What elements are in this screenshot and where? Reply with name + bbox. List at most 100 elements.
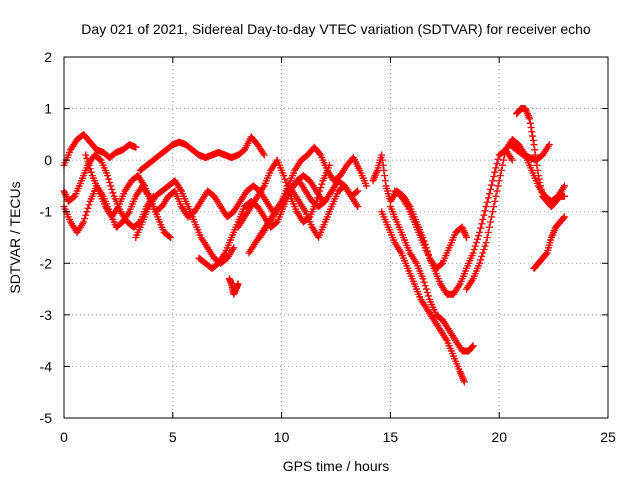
data-point	[354, 203, 362, 211]
data-point	[496, 172, 504, 180]
data-point	[423, 289, 431, 297]
data-point	[500, 156, 508, 164]
data-point	[312, 197, 320, 205]
data-point	[490, 203, 498, 211]
data-point	[109, 189, 117, 197]
data-point	[488, 181, 496, 189]
data-point	[167, 234, 175, 241]
data-point	[545, 141, 553, 149]
data-point	[529, 132, 537, 140]
data-point	[490, 172, 498, 180]
data-point	[508, 156, 516, 164]
ticks-layer: 0 5 10 15 20 25 -5 -4 -3 -2 -1 0 1 2	[40, 49, 616, 445]
data-point	[491, 197, 499, 205]
data-point	[491, 168, 499, 176]
data-point	[315, 191, 323, 199]
data-point	[533, 161, 541, 169]
data-point	[489, 208, 497, 216]
data-point	[482, 239, 490, 247]
data-point	[314, 194, 322, 202]
data-point	[483, 198, 491, 206]
y-tick-label: -1	[40, 204, 53, 220]
series-track-5	[136, 133, 268, 174]
y-tick-label: -4	[40, 358, 53, 374]
data-point	[463, 234, 471, 241]
data-point	[526, 115, 534, 123]
data-point	[498, 161, 506, 169]
data-point	[560, 214, 568, 222]
data-point	[87, 168, 95, 176]
series-track-7	[225, 275, 242, 298]
data-point	[542, 250, 550, 258]
data-point	[83, 154, 91, 162]
series-track-13	[378, 208, 468, 386]
data-point	[478, 220, 486, 228]
data-point	[85, 201, 93, 209]
data-point	[84, 158, 92, 166]
data-point	[479, 249, 487, 257]
data-point	[86, 165, 94, 173]
y-tick-label: 0	[44, 152, 52, 168]
data-point	[108, 185, 116, 193]
data-point	[470, 246, 478, 254]
data-point	[489, 177, 497, 185]
data-point	[476, 259, 484, 267]
series-track-17	[513, 105, 568, 211]
plot-frame	[63, 56, 609, 419]
data-point	[475, 232, 483, 240]
series-track-19	[530, 213, 568, 272]
data-point	[480, 246, 488, 254]
x-tick-label: 0	[60, 429, 68, 445]
data-point	[537, 182, 545, 190]
data-point	[493, 160, 501, 168]
data-point	[106, 178, 114, 186]
series-track-14	[386, 203, 477, 355]
data-point	[421, 282, 429, 290]
data-point	[316, 150, 324, 158]
data-point	[481, 207, 489, 215]
data-point	[281, 175, 289, 183]
data-point	[530, 141, 538, 149]
data-point	[531, 146, 539, 154]
data-point	[234, 280, 242, 288]
data-point	[485, 223, 493, 231]
series-track-18	[506, 141, 553, 164]
data-point	[560, 182, 568, 190]
data-point	[560, 192, 568, 200]
data-point	[230, 244, 238, 252]
data-point	[381, 172, 389, 180]
data-point	[494, 182, 502, 190]
x-tick-label: 20	[491, 429, 507, 445]
grid-layer	[64, 57, 608, 418]
y-tick-label: -2	[40, 255, 53, 271]
data-point	[537, 185, 545, 193]
data-point	[534, 166, 542, 174]
data-point	[378, 156, 386, 164]
data-point	[460, 378, 468, 386]
x-tick-label: 15	[383, 429, 399, 445]
data-point	[488, 213, 496, 221]
data-point	[80, 218, 88, 226]
data-point	[468, 343, 476, 351]
y-axis-label: SDTVAR / TECUs	[7, 181, 23, 293]
data-point	[280, 172, 288, 180]
data-point	[422, 285, 430, 293]
data-point	[492, 192, 500, 200]
data-point	[560, 213, 568, 221]
data-point	[318, 180, 326, 188]
data-point	[469, 249, 477, 257]
data-point	[494, 155, 502, 163]
data-point	[378, 151, 386, 159]
data-point	[82, 151, 90, 159]
data-point	[81, 215, 89, 223]
data-point	[362, 182, 370, 190]
data-point	[260, 151, 268, 159]
data-point	[479, 215, 487, 223]
data-point	[526, 119, 534, 127]
x-tick-label: 5	[169, 429, 177, 445]
data-point	[471, 242, 479, 250]
data-point	[469, 342, 477, 350]
data-point	[379, 161, 387, 169]
data-point	[482, 203, 490, 211]
chart-title: Day 021 of 2021, Sidereal Day-to-day VTE…	[81, 21, 591, 37]
